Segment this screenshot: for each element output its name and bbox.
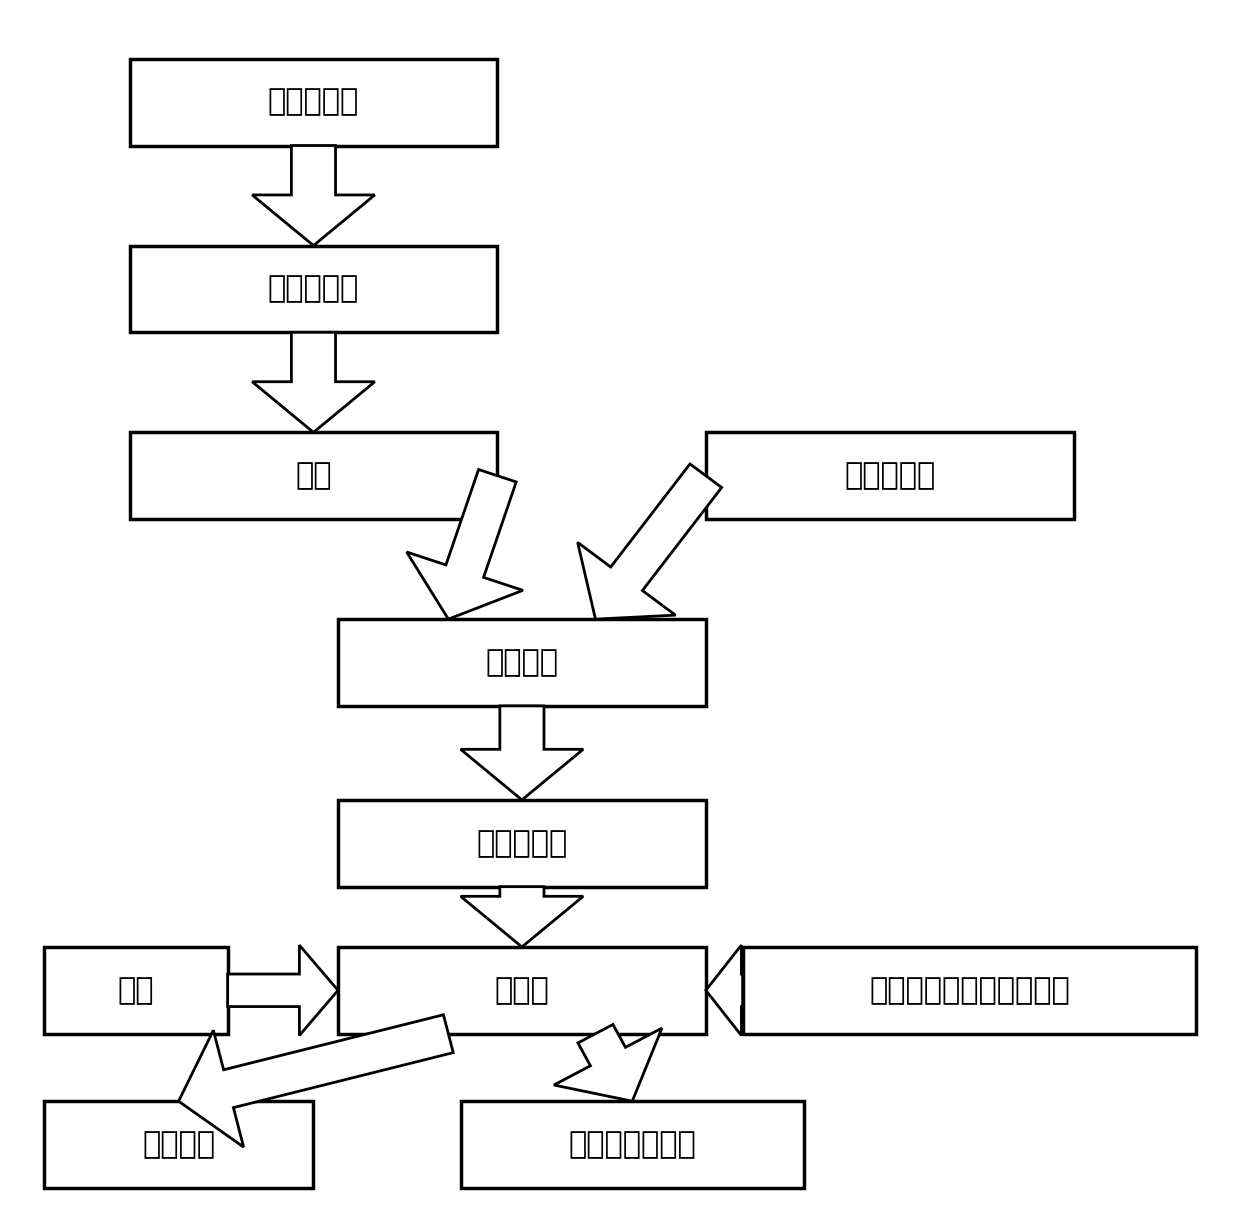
Polygon shape — [578, 464, 722, 619]
FancyBboxPatch shape — [43, 1101, 314, 1189]
FancyBboxPatch shape — [129, 59, 497, 145]
Text: 反应竖炉: 反应竖炉 — [485, 649, 558, 677]
FancyBboxPatch shape — [43, 947, 228, 1034]
Text: 金属化球团: 金属化球团 — [476, 829, 568, 858]
Polygon shape — [228, 945, 339, 1035]
FancyBboxPatch shape — [129, 245, 497, 333]
FancyBboxPatch shape — [339, 800, 706, 886]
Polygon shape — [460, 706, 583, 800]
Text: 煤制合成气: 煤制合成气 — [268, 88, 360, 117]
Text: 矿热炉: 矿热炉 — [495, 976, 549, 1004]
Polygon shape — [554, 1024, 662, 1101]
Polygon shape — [252, 333, 374, 433]
Polygon shape — [407, 469, 523, 619]
Text: 高碳锰铁: 高碳锰铁 — [143, 1130, 215, 1159]
Polygon shape — [706, 945, 743, 1035]
Polygon shape — [460, 886, 583, 947]
Text: 锰铁矿球团: 锰铁矿球团 — [844, 461, 935, 490]
FancyBboxPatch shape — [743, 947, 1197, 1034]
FancyBboxPatch shape — [129, 433, 497, 519]
Text: 电力: 电力 — [118, 976, 154, 1004]
FancyBboxPatch shape — [339, 947, 706, 1034]
Text: 无烟煤（无烟煤、石灰）: 无烟煤（无烟煤、石灰） — [869, 976, 1070, 1004]
Polygon shape — [179, 1014, 454, 1147]
Text: 富锰渣（炉渣）: 富锰渣（炉渣） — [568, 1130, 696, 1159]
Text: 预热: 预热 — [295, 461, 332, 490]
FancyBboxPatch shape — [706, 433, 1074, 519]
FancyBboxPatch shape — [339, 619, 706, 706]
Polygon shape — [252, 145, 374, 245]
Text: 合成气净化: 合成气净化 — [268, 274, 360, 304]
FancyBboxPatch shape — [460, 1101, 804, 1189]
